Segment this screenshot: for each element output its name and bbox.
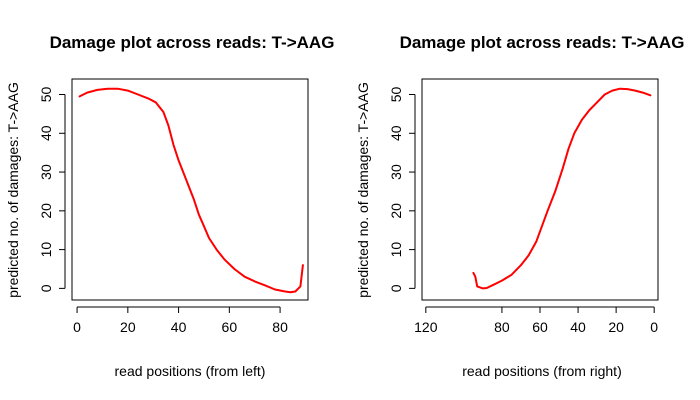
left-y-tick-label: 40 <box>38 125 54 141</box>
left-y-tick-label: 10 <box>38 242 54 258</box>
right-y-axis: 0 10 20 30 40 50 <box>388 87 416 292</box>
right-x-axis-label: read positions (from right) <box>462 363 622 379</box>
right-damage-series-line <box>472 87 652 290</box>
left-x-axis-label: read positions (from left) <box>115 363 266 379</box>
right-x-tick-label: 0 <box>650 319 658 335</box>
left-x-tick-label: 40 <box>171 319 187 335</box>
left-plot-frame <box>71 78 309 301</box>
left-series-group <box>78 87 304 294</box>
right-x-tick-label: 120 <box>414 319 438 335</box>
right-chart-title: Damage plot across reads: T->AAG <box>400 33 685 52</box>
left-x-axis: 0 20 40 60 80 <box>73 306 288 335</box>
left-y-tick-label: 0 <box>38 284 54 292</box>
right-y-tick-label: 20 <box>388 203 404 219</box>
left-x-tick-label: 80 <box>272 319 288 335</box>
left-x-tick-label: 20 <box>120 319 136 335</box>
right-y-tick-label: 30 <box>388 164 404 180</box>
left-y-tick-label: 50 <box>38 87 54 103</box>
right-series-group <box>472 87 652 290</box>
right-y-tick-label: 40 <box>388 125 404 141</box>
right-x-tick-label: 80 <box>494 319 510 335</box>
left-chart: Damage plot across reads: T->AAG 0 20 40 60… <box>5 33 334 379</box>
right-y-tick-label: 10 <box>388 242 404 258</box>
right-x-tick-label: 60 <box>532 319 548 335</box>
left-chart-title: Damage plot across reads: T->AAG <box>50 33 335 52</box>
left-damage-series-line <box>78 87 304 294</box>
right-y-axis-label: predicted no. of damages: T->AAG <box>355 82 371 298</box>
right-chart: Damage plot across reads: T->AAG 120 80 60… <box>355 33 684 379</box>
left-x-tick-label: 0 <box>73 319 81 335</box>
right-x-axis: 120 80 60 40 20 0 <box>414 306 658 335</box>
right-plot-frame <box>421 78 659 301</box>
left-y-tick-label: 30 <box>38 164 54 180</box>
right-x-tick-label: 40 <box>570 319 586 335</box>
right-x-tick-label: 20 <box>608 319 624 335</box>
left-y-axis-label: predicted no. of damages: T->AAG <box>5 82 21 298</box>
right-y-tick-label: 0 <box>388 284 404 292</box>
left-y-axis: 0 10 20 30 40 50 <box>38 87 66 292</box>
right-y-tick-label: 50 <box>388 87 404 103</box>
left-y-tick-label: 20 <box>38 203 54 219</box>
left-x-tick-label: 60 <box>222 319 238 335</box>
